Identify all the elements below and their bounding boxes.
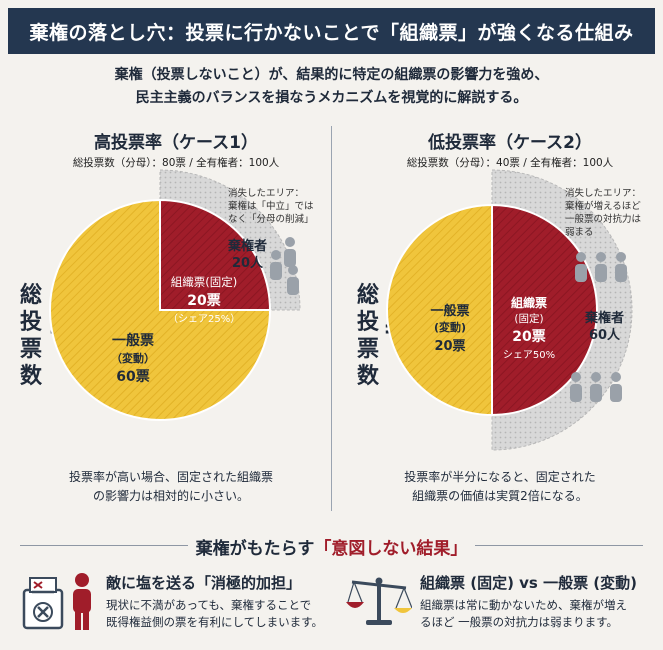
balance-scale-icon (346, 577, 412, 625)
org-label-line: 組織票(固定) (170, 275, 238, 289)
label-char: 総 (357, 283, 380, 308)
note-line: 消失したエリア： (565, 188, 642, 199)
label-char: 数 (20, 364, 43, 389)
org-label-line: 組織票 (510, 296, 547, 310)
note-line: 棄権が増えるほど (565, 201, 641, 212)
general-label-line: 20票 (434, 339, 466, 354)
case2-general-label: 一般票 (変動) 20票 (418, 300, 482, 354)
note-line: 弱まる (565, 227, 594, 238)
case2-title: 低投票率（ケース2） (428, 133, 592, 153)
case1-org-label: 組織票(固定) 20票 （シェア25%） (168, 274, 240, 325)
note-line: 一般票の対抗力は (565, 214, 642, 225)
note-line: なく「分母の削減」 (228, 214, 314, 225)
label-char: 投 (20, 310, 43, 335)
general-label-line: 一般票 (112, 333, 154, 349)
caption-line: の影響力は相対的に小さい。 (92, 489, 249, 503)
intro-text: 棄権（投票しないこと）が、結果的に特定の組織票の影響力を強め、 民主主義のバラン… (20, 64, 643, 110)
case2-lost-note: 消失したエリア： 棄権が増えるほど 一般票の対抗力は 弱まる (565, 187, 641, 239)
ballot-box-x-icon (22, 573, 91, 630)
page-title: 棄権の落とし穴：投票に行かないことで「組織票」が強くなる仕組み (29, 21, 634, 44)
note-line: 棄権は「中立」では (228, 201, 314, 212)
general-label-line: 一般票 (430, 304, 470, 319)
abstain-label-line: 60人 (588, 328, 621, 343)
org-label-line: （シェア25%） (168, 314, 241, 325)
caption-line: 投票率が高い場合、固定された組織票 (68, 470, 273, 484)
bottom-left-text: 現状に不満があっても、棄権することで 既得権益側の票を有利にしてしまいます。 (106, 597, 323, 631)
result-title: 棄権がもたらす「意図しない結果」 (0, 534, 663, 559)
case1-abstain-label: 棄権者 20人 (228, 238, 267, 272)
case1-caption: 投票率が高い場合、固定された組織票 の影響力は相対的に小さい。 (36, 468, 306, 506)
abstain-label-line: 20人 (231, 256, 264, 271)
label-char: 数 (357, 364, 380, 389)
case2-caption: 投票率が半分になると、固定された 組織票の価値は実質2倍になる。 (365, 468, 635, 506)
result-title-prefix: 棄権がもたらす (195, 539, 315, 559)
bottom-right-text-line: るほど 一般票の対抗力は弱まります。 (420, 615, 619, 629)
bottom-left-text-line: 現状に不満があっても、棄権することで (106, 598, 312, 612)
bottom-left-title: 敵に塩を送る「消極的加担」 (106, 574, 302, 592)
abstain-label-line: 棄権者 (228, 239, 268, 254)
bottom-right-text-line: 組織票は常に動かないため、棄権が増え (420, 598, 627, 612)
total-votes-label-2: 総 投 票 数 (357, 282, 379, 390)
case2-org-label: 組織票 (固定) 20票 シェア50% (498, 294, 560, 361)
case1-org-slice (159, 198, 272, 311)
case2-general-slice (386, 203, 493, 417)
case1-person-icons (270, 237, 299, 295)
intro-line-2: 民主主義のバランスを損なうメカニズムを視覚的に解説する。 (135, 90, 528, 106)
case1-title: 高投票率（ケース1） (94, 133, 258, 153)
bottom-left-text-line: 既得権益側の票を有利にしてしまいます。 (106, 615, 324, 629)
case1-general-label: 一般票 （変動） 60票 (98, 330, 168, 386)
org-label-line: 20票 (512, 329, 546, 345)
bottom-right-text: 組織票は常に動かないため、棄権が増え るほど 一般票の対抗力は弱まります。 (420, 597, 627, 631)
intro-line-1: 棄権（投票しないこと）が、結果的に特定の組織票の影響力を強め、 (114, 67, 549, 83)
label-char: 総 (20, 283, 43, 308)
abstain-label-line: 棄権者 (585, 311, 625, 326)
case1-lost-note: 消失したエリア： 棄権は「中立」では なく「分母の削減」 (228, 187, 314, 226)
case1-pie-chart (49, 169, 301, 421)
caption-line: 投票率が半分になると、固定された (404, 470, 596, 484)
result-title-highlight: 「意図しない結果」 (314, 539, 468, 559)
org-label-line: (固定) (514, 313, 544, 325)
case1-subtitle: 総投票数（分母）：80票 / 全有権者：100人 (72, 157, 280, 169)
total-votes-label-1: 総 投 票 数 (20, 282, 42, 390)
bottom-right-title: 組織票 (固定) vs 一般票 (変動) (420, 574, 638, 592)
general-label-line: (変動) (433, 321, 467, 334)
case2-org-slice (491, 203, 598, 417)
case2-subtitle: 総投票数（分母）：40票 / 全有権者：100人 (406, 157, 614, 169)
label-char: 票 (20, 337, 43, 362)
org-label-line: シェア50% (502, 350, 556, 361)
label-char: 票 (357, 337, 380, 362)
note-line: 消失したエリア： (228, 188, 305, 199)
page-header: 棄権の落とし穴：投票に行かないことで「組織票」が強くなる仕組み (8, 8, 655, 54)
general-label-line: 60票 (116, 369, 150, 385)
org-label-line: 20票 (187, 293, 221, 309)
case2-person-icons (570, 252, 627, 402)
center-divider (331, 126, 332, 511)
caption-line: 組織票の価値は実質2倍になる。 (412, 489, 588, 503)
case2-pie-chart (386, 169, 633, 451)
label-char: 投 (357, 310, 380, 335)
general-label-line: （変動） (111, 352, 155, 365)
case2-abstain-label: 棄権者 60人 (585, 310, 624, 344)
